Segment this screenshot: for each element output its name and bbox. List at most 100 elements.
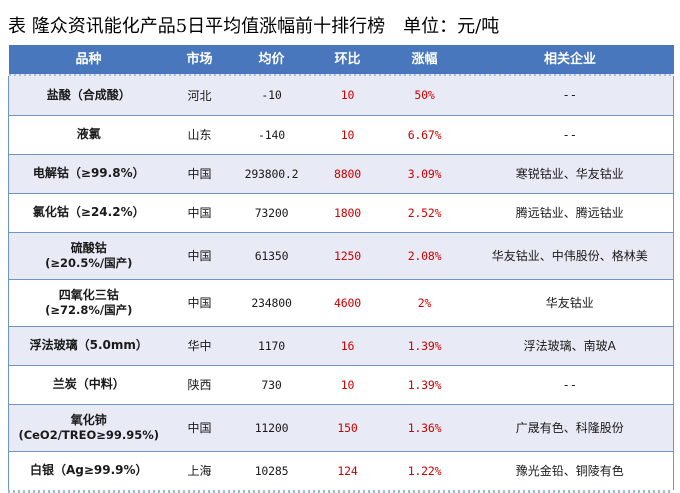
- cell-market: 华中: [168, 325, 231, 366]
- cell-percent: 1.36%: [382, 403, 467, 452]
- cell-market: 上海: [168, 450, 231, 490]
- cell-firms: 腾远钴业、腾远钴业: [466, 192, 674, 233]
- cell-market: 中国: [168, 278, 231, 327]
- table-header-row: 品种 市场 均价 环比 涨幅 相关企业: [8, 45, 674, 74]
- variety-name: 硫酸钴: [70, 240, 107, 255]
- variety-name: 液氯: [76, 127, 101, 141]
- cell-change: 10: [312, 114, 383, 155]
- cell-firms: --: [466, 76, 674, 116]
- column-header-market[interactable]: 市场: [168, 45, 231, 74]
- table-row[interactable]: 硫酸钴 (≥20.5%/国产) 中国 61350 1250 2.08% 华友钴业、…: [8, 231, 674, 280]
- page-title-main: 表 隆众资讯能化产品5日平均值涨幅前十排行榜: [8, 16, 386, 37]
- cell-avg-price: -10: [230, 76, 313, 116]
- page-title: 表 隆众资讯能化产品5日平均值涨幅前十排行榜 单位：元/吨: [8, 9, 672, 41]
- cell-avg-price: 61350: [230, 231, 313, 280]
- table-row[interactable]: 盐酸（合成酸） 河北 -10 10 50% --: [8, 76, 674, 116]
- table-row[interactable]: 兰炭（中料） 陕西 730 10 1.39% --: [8, 364, 674, 405]
- cell-market: 陕西: [168, 364, 231, 405]
- cell-firms: 豫光金铅、铜陵有色: [466, 450, 674, 490]
- cell-firms: 寒锐钴业、华友钴业: [466, 153, 674, 194]
- cell-change: 10: [312, 76, 383, 116]
- cell-avg-price: -140: [230, 114, 313, 155]
- cell-avg-price: 293800.2: [230, 153, 313, 194]
- table-row[interactable]: 白银（Ag≥99.9%） 上海 10285 124 1.22% 豫光金铅、铜陵有…: [8, 450, 674, 490]
- cell-percent: 2.52%: [382, 192, 467, 233]
- cell-variety: 氧化铈 (CeO2/TREO≥99.95%): [8, 403, 169, 452]
- cell-avg-price: 11200: [230, 403, 313, 452]
- cell-percent: 1.39%: [382, 325, 467, 366]
- cell-change: 1800: [312, 192, 383, 233]
- ranking-table-wrap: 品种 市场 均价 环比 涨幅 相关企业 盐酸（合成酸） 河北 -10 10: [8, 45, 674, 493]
- column-header-firms[interactable]: 相关企业: [466, 45, 674, 74]
- cell-variety: 兰炭（中料）: [8, 364, 169, 405]
- cell-firms: 华友钴业、中伟股份、格林美: [466, 231, 674, 280]
- variety-name: 氧化铈: [70, 412, 107, 427]
- variety-name: 兰炭（中料）: [52, 377, 125, 391]
- table-header: 品种 市场 均价 环比 涨幅 相关企业: [8, 45, 674, 76]
- column-header-change[interactable]: 环比: [312, 45, 383, 74]
- cell-market: 中国: [168, 403, 231, 452]
- cell-firms: 华友钴业: [466, 278, 674, 327]
- cell-variety: 液氯: [8, 114, 169, 155]
- ranking-table: 品种 市场 均价 环比 涨幅 相关企业 盐酸（合成酸） 河北 -10 10: [8, 45, 674, 490]
- cell-variety: 四氧化三钴 (≥72.8%/国产): [8, 278, 169, 327]
- variety-spec: (≥72.8%/国产): [45, 302, 133, 317]
- table-row[interactable]: 电解钴（≥99.8%） 中国 293800.2 8800 3.09% 寒锐钴业、…: [8, 153, 674, 194]
- cell-percent: 2%: [382, 278, 467, 327]
- cell-variety: 硫酸钴 (≥20.5%/国产): [8, 231, 169, 280]
- table-row[interactable]: 氯化钴（≥24.2%） 中国 73200 1800 2.52% 腾远钴业、腾远钴…: [8, 192, 674, 233]
- variety-name: 白银（Ag≥99.9%）: [29, 463, 148, 478]
- variety-spec: (≥20.5%/国产): [45, 255, 133, 270]
- cell-market: 中国: [168, 231, 231, 280]
- variety-name: 氯化钴（≥24.2%）: [32, 205, 145, 219]
- table-row[interactable]: 液氯 山东 -140 10 6.67% --: [8, 114, 674, 155]
- header-divider-line: [8, 74, 674, 76]
- cell-change: 16: [312, 325, 383, 366]
- column-header-percent[interactable]: 涨幅: [382, 45, 467, 74]
- cell-avg-price: 730: [230, 364, 313, 405]
- header-divider: [8, 74, 674, 76]
- variety-name: 浮法玻璃（5.0mm）: [29, 338, 148, 352]
- variety-name: 四氧化三钴: [58, 287, 119, 302]
- column-header-variety[interactable]: 品种: [8, 45, 169, 74]
- table-row[interactable]: 四氧化三钴 (≥72.8%/国产) 中国 234800 4600 2% 华友钴业: [8, 278, 674, 327]
- cell-variety: 盐酸（合成酸）: [8, 76, 169, 116]
- cell-avg-price: 234800: [230, 278, 313, 327]
- cell-firms: --: [466, 364, 674, 405]
- variety-name: 电解钴（≥99.8%）: [32, 166, 145, 180]
- variety-spec: (CeO2/TREO≥99.95%): [18, 427, 160, 442]
- table-row[interactable]: 浮法玻璃（5.0mm） 华中 1170 16 1.39% 浮法玻璃、南玻A: [8, 325, 674, 366]
- cell-firms: 浮法玻璃、南玻A: [466, 325, 674, 366]
- cell-percent: 1.22%: [382, 450, 467, 490]
- cell-firms: 广晟有色、科隆股份: [466, 403, 674, 452]
- cell-percent: 50%: [382, 76, 467, 116]
- cell-percent: 6.67%: [382, 114, 467, 155]
- table-body: 盐酸（合成酸） 河北 -10 10 50% -- 液氯 山东 -140 10 6…: [8, 76, 674, 490]
- cell-avg-price: 1170: [230, 325, 313, 366]
- cell-change: 124: [312, 450, 383, 490]
- cell-change: 4600: [312, 278, 383, 327]
- cell-percent: 1.39%: [382, 364, 467, 405]
- cell-variety: 浮法玻璃（5.0mm）: [8, 325, 169, 366]
- cell-percent: 3.09%: [382, 153, 467, 194]
- cell-change: 10: [312, 364, 383, 405]
- cell-market: 中国: [168, 192, 231, 233]
- cell-variety: 白银（Ag≥99.9%）: [8, 450, 169, 490]
- cell-change: 150: [312, 403, 383, 452]
- cell-change: 1250: [312, 231, 383, 280]
- cell-market: 河北: [168, 76, 231, 116]
- cell-variety: 电解钴（≥99.8%）: [8, 153, 169, 194]
- cell-avg-price: 10285: [230, 450, 313, 490]
- cell-avg-price: 73200: [230, 192, 313, 233]
- cell-firms: --: [466, 114, 674, 155]
- table-row[interactable]: 氧化铈 (CeO2/TREO≥99.95%) 中国 11200 150 1.36%…: [8, 403, 674, 452]
- variety-name: 盐酸（合成酸）: [46, 87, 131, 102]
- cell-market: 中国: [168, 153, 231, 194]
- cell-market: 山东: [168, 114, 231, 155]
- page-title-unit: 单位：元/吨: [403, 16, 500, 37]
- cell-change: 8800: [312, 153, 383, 194]
- column-header-avg-price[interactable]: 均价: [230, 45, 313, 74]
- cell-variety: 氯化钴（≥24.2%）: [8, 192, 169, 233]
- cell-percent: 2.08%: [382, 231, 467, 280]
